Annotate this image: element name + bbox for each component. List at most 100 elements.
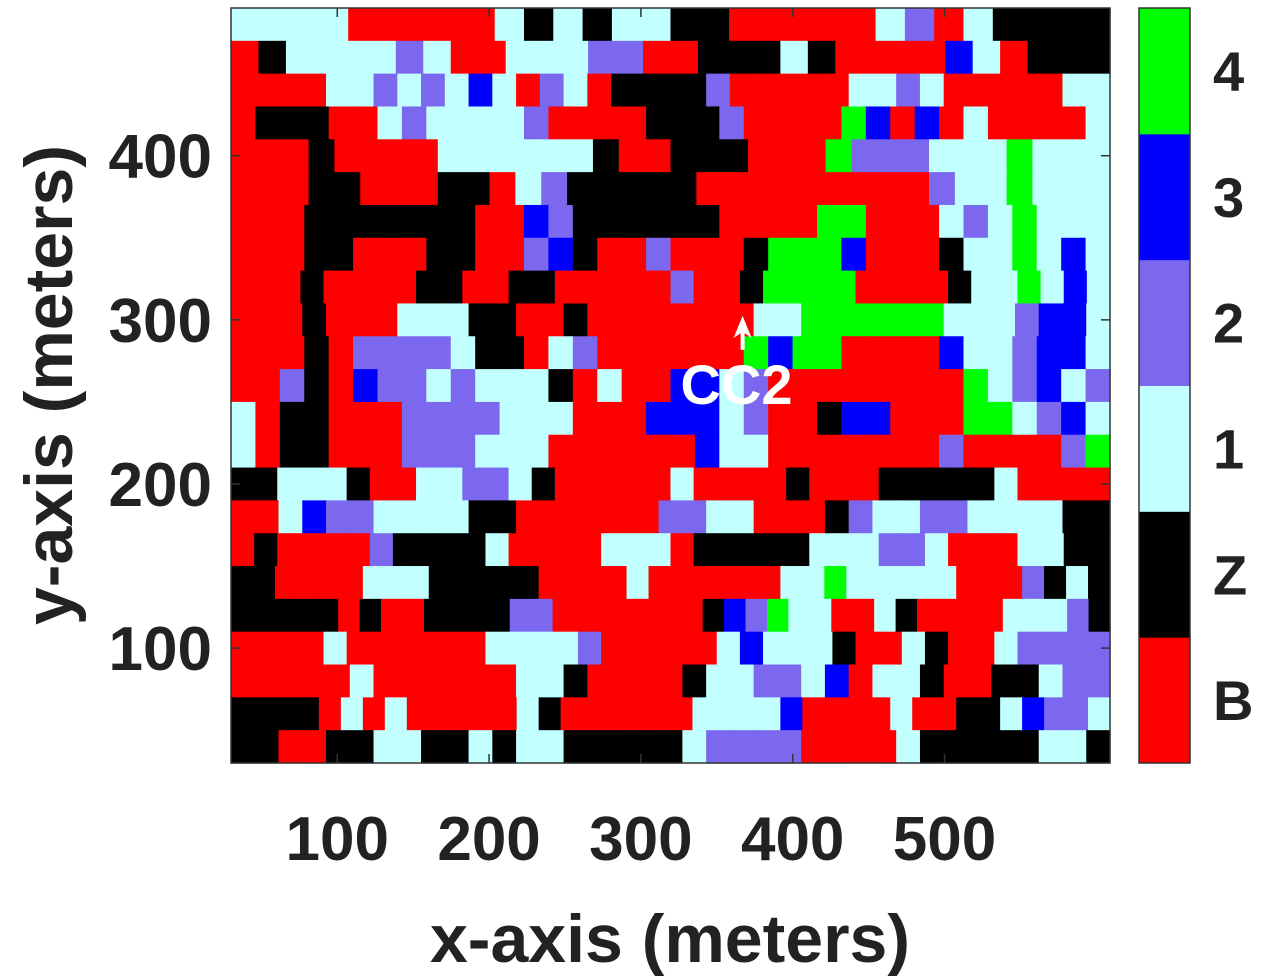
heatmap-cell (658, 664, 683, 698)
heatmap-cell (716, 270, 741, 305)
heatmap-cell (817, 106, 843, 140)
heatmap-cell (395, 40, 424, 75)
heatmap-cell (548, 369, 574, 403)
heatmap-cell (1088, 697, 1111, 731)
heatmap-cell (722, 139, 749, 173)
heatmap-cell (792, 336, 818, 370)
heatmap-cell (359, 598, 382, 633)
heatmap-cell (862, 40, 891, 75)
heatmap-cell (554, 467, 579, 501)
heatmap-cell (282, 139, 310, 173)
heatmap-cell (621, 106, 647, 140)
heatmap-cell (967, 73, 992, 108)
heatmap-cell (1012, 204, 1038, 239)
heatmap-cell (1061, 106, 1087, 140)
heatmap-cell (508, 467, 533, 501)
heatmap-cell (302, 303, 327, 337)
heatmap-cell (1012, 336, 1038, 370)
heatmap-cell (994, 631, 1019, 666)
heatmap-cell (638, 598, 661, 633)
heatmap-cell (716, 467, 741, 501)
heatmap-cell (624, 270, 648, 305)
heatmap-cell (994, 533, 1019, 567)
heatmap-cell (328, 336, 354, 370)
heatmap-cell (1063, 533, 1088, 567)
heatmap-cell (439, 533, 463, 567)
heatmap-cell (959, 598, 982, 633)
colorbar-label: Z (1213, 543, 1247, 606)
heatmap-cell (786, 631, 810, 666)
heatmap-cell (300, 270, 325, 305)
heatmap-cell (1012, 401, 1038, 436)
heatmap-cell (659, 598, 682, 633)
heatmap-cell (743, 401, 769, 436)
heatmap-cell (508, 270, 533, 305)
heatmap-cell (401, 204, 427, 239)
heatmap-cell (945, 40, 974, 75)
heatmap-cell (524, 401, 550, 436)
x-tick-label: 500 (893, 805, 996, 874)
heatmap-cell (1036, 401, 1062, 436)
heatmap-cell (582, 8, 613, 42)
heatmap-cell (621, 237, 647, 272)
heatmap-cell (994, 270, 1019, 305)
heatmap-cell (799, 139, 827, 173)
heatmap-cell (611, 500, 636, 534)
heatmap-cell (987, 106, 1013, 140)
heatmap-cell (231, 467, 255, 501)
heatmap-cell (472, 697, 496, 731)
heatmap-cell (1038, 730, 1064, 764)
heatmap-cell (743, 237, 769, 272)
heatmap-cell (450, 336, 476, 370)
heatmap-cell (706, 730, 731, 764)
heatmap-cell (328, 204, 354, 239)
heatmap-cell (878, 533, 903, 567)
heatmap-cell (841, 434, 867, 469)
heatmap-cell (768, 237, 794, 272)
heatmap-cell (766, 598, 790, 633)
heatmap-cell (1061, 336, 1087, 370)
heatmap-cell (647, 631, 672, 666)
heatmap-cell (1040, 533, 1065, 567)
heatmap-cell (706, 73, 731, 108)
heatmap-cell (444, 500, 470, 534)
heatmap-cell (485, 533, 510, 567)
heatmap-cell (1061, 434, 1087, 469)
heatmap-cell (694, 106, 720, 140)
heatmap-cell (890, 697, 913, 731)
heatmap-cell (792, 204, 818, 239)
heatmap-cell (943, 303, 969, 337)
heatmap-cell (758, 697, 781, 731)
heatmap-cell (852, 598, 875, 633)
heatmap-cell (890, 204, 916, 239)
heatmap-cell (956, 566, 979, 600)
heatmap-cell (939, 369, 965, 403)
heatmap-cell (377, 8, 408, 42)
heatmap-cell (939, 237, 965, 272)
heatmap-cell (436, 8, 466, 42)
heatmap-cell (444, 73, 470, 108)
heatmap-cell (328, 237, 354, 272)
heatmap-cell (524, 369, 550, 403)
heatmap-cell (231, 566, 254, 600)
heatmap-cell (641, 8, 672, 42)
heatmap-cell (423, 598, 446, 633)
heatmap-cell (846, 566, 869, 600)
heatmap-cell (865, 336, 891, 370)
heatmap-cell (377, 336, 403, 370)
heatmap-cell (450, 204, 476, 239)
heatmap-cell (444, 303, 470, 337)
heatmap-cell (274, 566, 298, 600)
heatmap-cell (450, 434, 476, 469)
heatmap-cell (848, 500, 874, 534)
heatmap-cell (919, 303, 945, 337)
heatmap-cell (694, 204, 720, 239)
heatmap-cell (1085, 106, 1111, 140)
heatmap-cell (768, 106, 794, 140)
heatmap-cell (752, 40, 781, 75)
heatmap-cell (377, 204, 403, 239)
heatmap-cell (421, 500, 446, 534)
heatmap-cell (254, 631, 278, 666)
x-tick-label: 300 (589, 805, 692, 874)
heatmap-cell (743, 434, 769, 469)
